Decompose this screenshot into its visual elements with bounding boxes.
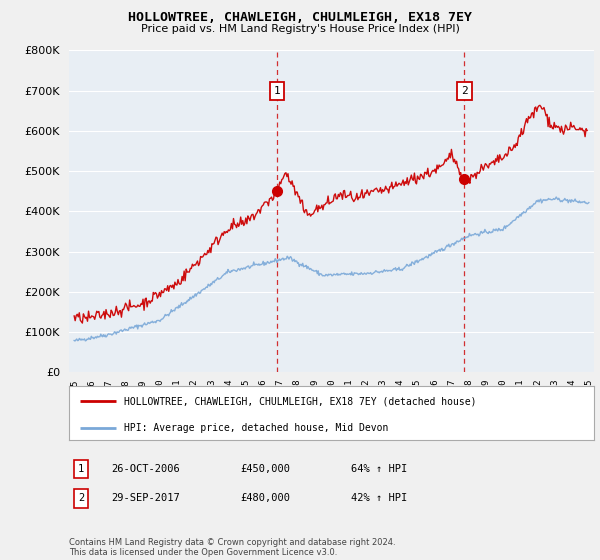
Text: HPI: Average price, detached house, Mid Devon: HPI: Average price, detached house, Mid … <box>124 423 389 433</box>
Text: Price paid vs. HM Land Registry's House Price Index (HPI): Price paid vs. HM Land Registry's House … <box>140 24 460 34</box>
Text: 42% ↑ HPI: 42% ↑ HPI <box>351 493 407 503</box>
Text: Contains HM Land Registry data © Crown copyright and database right 2024.
This d: Contains HM Land Registry data © Crown c… <box>69 538 395 557</box>
Text: 1: 1 <box>274 86 280 96</box>
Text: 26-OCT-2006: 26-OCT-2006 <box>111 464 180 474</box>
Text: HOLLOWTREE, CHAWLEIGH, CHULMLEIGH, EX18 7EY: HOLLOWTREE, CHAWLEIGH, CHULMLEIGH, EX18 … <box>128 11 472 24</box>
Text: 2: 2 <box>78 493 84 503</box>
Text: HOLLOWTREE, CHAWLEIGH, CHULMLEIGH, EX18 7EY (detached house): HOLLOWTREE, CHAWLEIGH, CHULMLEIGH, EX18 … <box>124 396 476 407</box>
Text: 64% ↑ HPI: 64% ↑ HPI <box>351 464 407 474</box>
Text: £480,000: £480,000 <box>240 493 290 503</box>
Text: 1: 1 <box>78 464 84 474</box>
Text: 29-SEP-2017: 29-SEP-2017 <box>111 493 180 503</box>
Text: 2: 2 <box>461 86 468 96</box>
Text: £450,000: £450,000 <box>240 464 290 474</box>
